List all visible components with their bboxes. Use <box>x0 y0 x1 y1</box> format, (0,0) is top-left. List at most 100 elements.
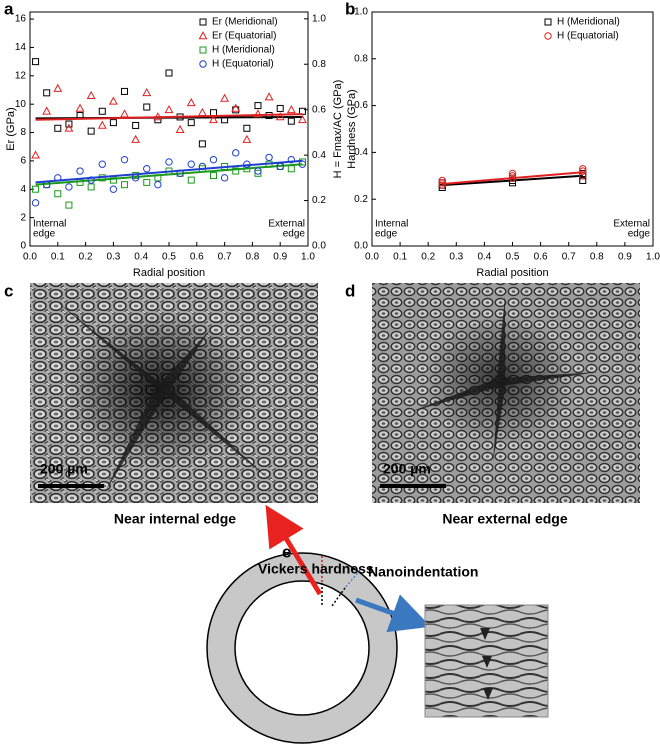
y2-tick-label: 0.2 <box>312 195 326 206</box>
point <box>286 105 296 114</box>
x-tick-label: 0.4 <box>134 252 148 263</box>
panel-label: d <box>345 281 355 300</box>
point <box>209 109 217 117</box>
point <box>276 104 284 112</box>
point <box>143 103 151 111</box>
point <box>98 107 106 115</box>
scale-bar-label: 200 µm <box>40 461 88 477</box>
annotation: edge <box>33 229 56 240</box>
y2-tick-label: 0.8 <box>312 59 326 70</box>
point <box>121 87 129 95</box>
point <box>32 58 40 66</box>
point <box>265 153 273 162</box>
point <box>165 69 173 77</box>
x-tick-label: 1.0 <box>301 252 315 263</box>
y-tick-label: 0.4 <box>354 147 368 158</box>
x-tick-label: 0.3 <box>106 252 120 263</box>
point <box>438 181 446 189</box>
point <box>132 121 140 129</box>
point <box>32 185 40 193</box>
x-tick-label: 0.0 <box>365 252 379 263</box>
point <box>275 112 285 121</box>
x-tick-label: 0.6 <box>534 252 548 263</box>
point <box>232 167 240 175</box>
point <box>165 158 173 166</box>
annotation: edge <box>375 229 398 240</box>
legend-marker <box>199 60 207 68</box>
point <box>131 134 141 143</box>
x-tick-label: 0.9 <box>273 252 287 263</box>
y2-tick-label: 1.0 <box>312 13 326 24</box>
point <box>42 106 52 115</box>
y-tick-label: 0.2 <box>354 194 368 205</box>
point <box>121 181 129 189</box>
micrograph-d <box>372 283 640 503</box>
point <box>132 172 140 180</box>
point <box>65 183 73 191</box>
point <box>87 127 95 135</box>
legend-label: Er (Meridional) <box>212 17 278 28</box>
point <box>197 107 207 116</box>
legend-marker <box>544 18 552 26</box>
point <box>297 114 307 124</box>
y-axis-label: Er (GPa) <box>5 107 17 150</box>
annotation: edge <box>283 229 306 240</box>
fit-line <box>442 171 583 185</box>
legend-marker <box>198 31 208 40</box>
caption: Near internal edge <box>114 511 236 527</box>
point <box>31 199 40 207</box>
point <box>187 176 195 184</box>
point <box>54 124 62 132</box>
point <box>209 155 218 164</box>
annotation: Internal <box>33 219 66 230</box>
y-tick-label: 16 <box>15 14 27 25</box>
point <box>108 96 118 105</box>
micrograph-c <box>30 283 318 503</box>
legend-marker <box>544 32 552 40</box>
x-tick-label: 0.2 <box>79 252 93 263</box>
fit-line <box>35 113 303 121</box>
y-tick-label: 14 <box>15 42 27 53</box>
y-tick-label: 0.8 <box>354 53 368 64</box>
point <box>287 117 295 125</box>
y-tick-label: 4 <box>20 184 26 195</box>
x-tick-label: 0.6 <box>190 252 204 263</box>
fit-line <box>35 159 303 184</box>
fit-line <box>35 163 303 186</box>
point <box>142 87 152 97</box>
y-axis-label: Hardness (GPa) <box>346 89 358 168</box>
y2-axis-label: H = Fmax/AC (GPa) <box>332 80 344 179</box>
point <box>120 109 129 118</box>
point <box>220 93 230 102</box>
x-tick-label: 0.3 <box>449 252 463 263</box>
point <box>198 140 206 148</box>
point <box>154 180 162 189</box>
point <box>65 201 73 209</box>
point <box>109 119 117 127</box>
point <box>254 167 262 175</box>
annotation: edge <box>628 229 651 240</box>
point <box>242 134 252 143</box>
x-axis-label: Radial position <box>476 267 548 279</box>
legend-label: Er (Equatorial) <box>212 31 276 42</box>
point <box>220 174 229 182</box>
point <box>231 103 241 112</box>
point <box>254 102 262 110</box>
point <box>64 123 74 132</box>
point <box>186 97 196 107</box>
x-tick-label: 0.8 <box>245 252 259 263</box>
y-tick-label: 0.6 <box>354 100 368 111</box>
y-tick-label: 2 <box>20 212 26 223</box>
panel-label: e <box>282 542 291 561</box>
fit-line <box>442 174 583 187</box>
y-tick-label: 12 <box>15 70 27 81</box>
point <box>287 165 295 173</box>
panel-label: b <box>345 0 355 18</box>
point <box>98 160 106 168</box>
x-tick-label: 0.4 <box>477 252 491 263</box>
x-tick-label: 0.1 <box>393 252 407 263</box>
point <box>76 167 84 175</box>
panel-label: c <box>4 281 13 300</box>
point <box>143 165 151 173</box>
